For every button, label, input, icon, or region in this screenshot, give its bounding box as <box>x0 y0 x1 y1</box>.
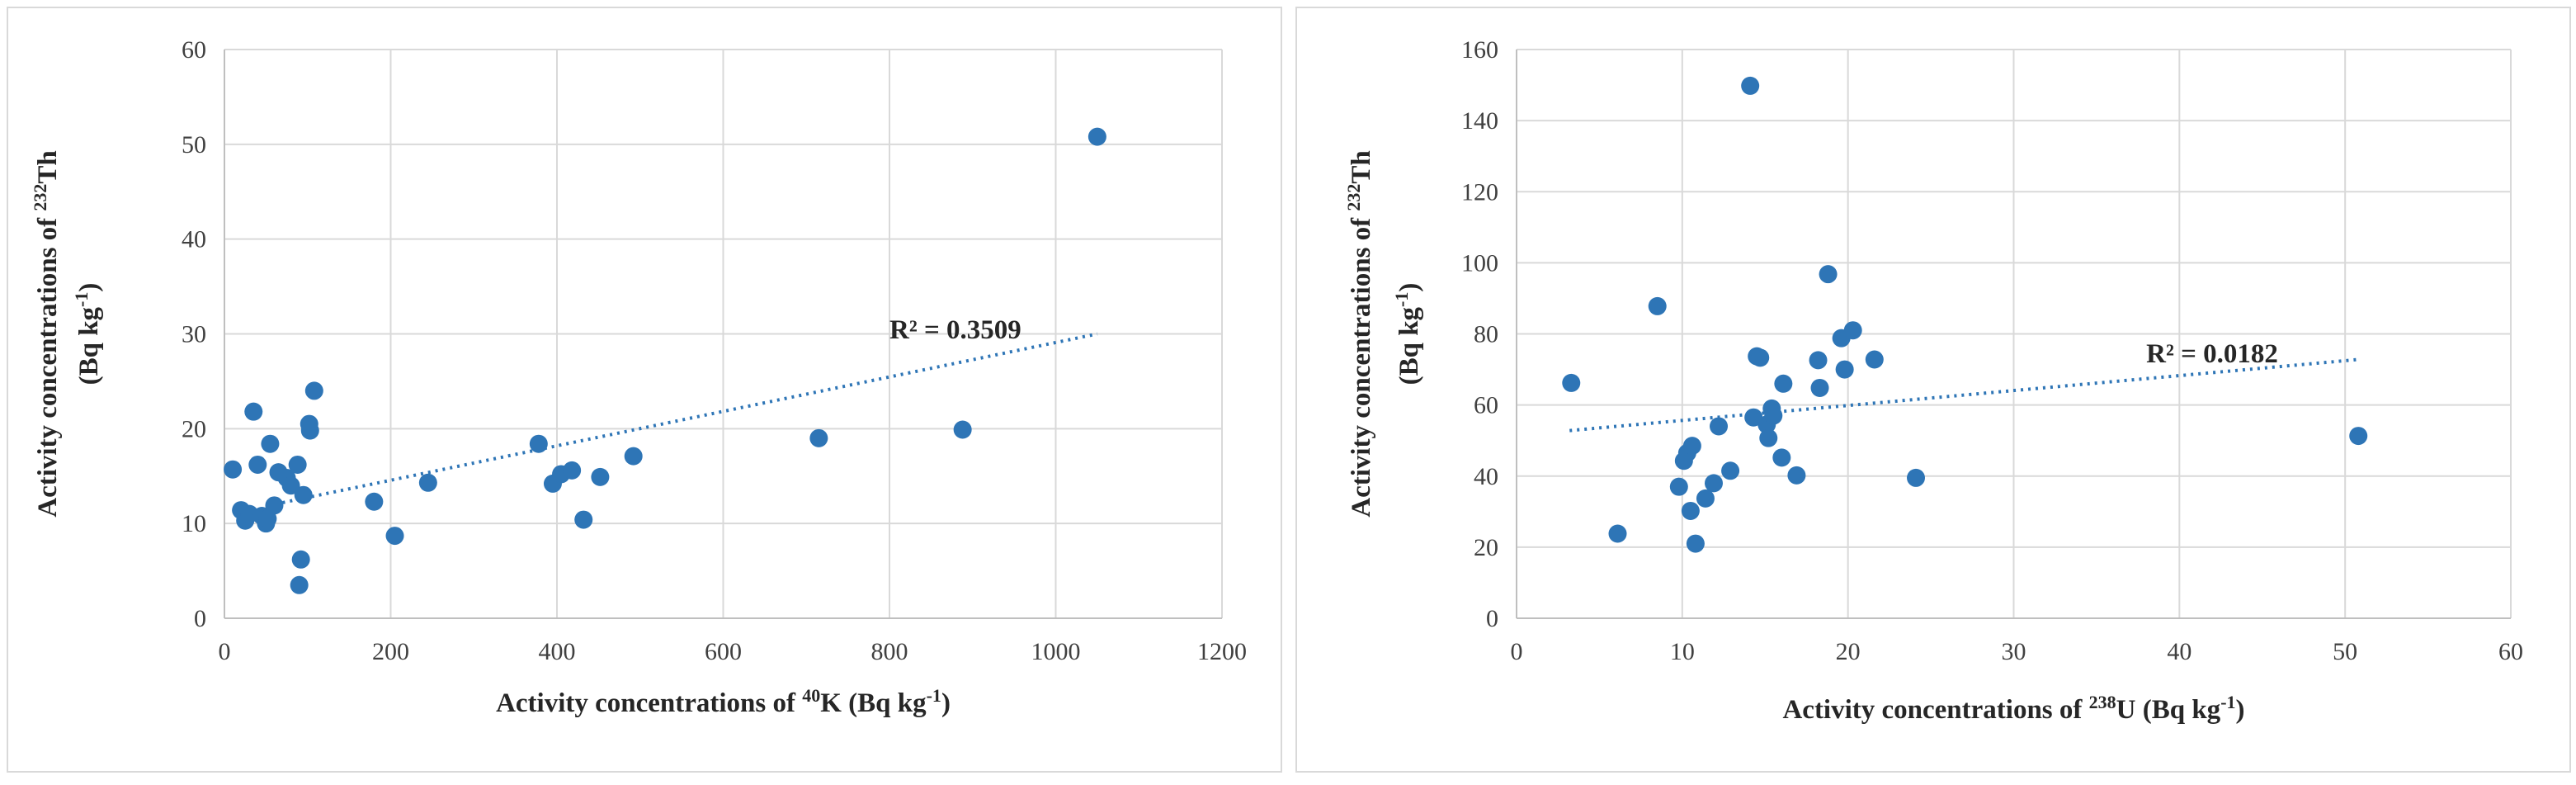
data-point <box>1907 468 1926 487</box>
trendline <box>282 332 1098 504</box>
data-point <box>1682 437 1701 456</box>
data-point <box>809 428 828 447</box>
x-tick-label: 200 <box>372 638 409 665</box>
x-tick-label: 1000 <box>1031 638 1081 665</box>
y-tick-label: 160 <box>1461 36 1498 64</box>
y-axis-title-line2: (Bq kg-1) <box>1391 283 1425 385</box>
data-point <box>1787 466 1806 485</box>
data-point <box>1648 296 1667 315</box>
data-point <box>563 461 582 480</box>
chart-panel-k40: 0 200 400 600 800 1000 1200 0 10 20 30 40 50 60 Activi… <box>7 7 1282 773</box>
data-point <box>1696 489 1715 508</box>
data-point <box>1721 461 1740 480</box>
data-point <box>624 447 643 466</box>
scatter-chart-k40: 0 200 400 600 800 1000 1200 0 10 20 30 40 50 60 Activi… <box>30 36 1248 719</box>
data-point <box>1751 348 1770 367</box>
y-axis-title-line2: (Bq kg-1) <box>71 283 105 385</box>
y-tick-label: 50 <box>182 131 206 158</box>
data-point <box>244 402 263 421</box>
y-tick-label: 20 <box>182 415 206 442</box>
data-point <box>1681 501 1700 520</box>
y-axis-title-line1: Activity concentrations of 232Th <box>30 150 64 518</box>
y-tick-label: 80 <box>1474 321 1498 348</box>
trendline <box>1569 357 2359 433</box>
chart-panel-u238: 0 10 20 30 40 50 60 0 20 40 60 80 100 120 140 160 Activi… <box>1295 7 2571 773</box>
data-point <box>265 496 284 515</box>
data-point <box>1865 350 1884 369</box>
data-point <box>418 473 437 492</box>
x-tick-label: 600 <box>705 638 742 665</box>
data-point <box>1087 127 1106 146</box>
y-tick-label: 60 <box>1474 392 1498 419</box>
x-axis-title: Activity concentrations of 238U (Bq kg-1… <box>1782 692 2244 726</box>
data-point <box>1835 360 1854 379</box>
y-tick-label: 20 <box>1474 534 1498 561</box>
scatter-chart-u238: 0 10 20 30 40 50 60 0 20 40 60 80 100 120 140 160 Activi… <box>1343 36 2524 726</box>
y-tick-label: 40 <box>182 226 206 253</box>
y-tick-label: 0 <box>1486 605 1498 632</box>
data-point <box>304 381 323 400</box>
x-tick-label: 20 <box>1836 638 1861 665</box>
data-point <box>1710 417 1729 436</box>
data-point <box>529 434 548 453</box>
data-point <box>1819 265 1838 284</box>
data-point <box>2349 427 2368 446</box>
y-axis-title-line1: Activity concentrations of 232Th <box>1343 150 1377 518</box>
r-squared-label: R² = 0.3509 <box>889 315 1021 345</box>
data-point <box>365 492 384 511</box>
data-point <box>1669 477 1688 496</box>
data-point <box>300 421 319 440</box>
y-tick-label: 40 <box>1474 463 1498 490</box>
y-tick-label: 30 <box>182 321 206 348</box>
y-tick-label: 0 <box>194 605 206 632</box>
data-point <box>1741 76 1760 95</box>
data-point <box>1759 428 1778 447</box>
y-tick-label: 100 <box>1461 249 1498 277</box>
data-point <box>1809 351 1828 370</box>
y-tick-label: 120 <box>1461 178 1498 206</box>
data-point <box>1772 448 1791 467</box>
data-point <box>288 455 307 474</box>
data-point <box>1843 321 1862 340</box>
data-point <box>591 467 610 486</box>
x-axis-title: Activity concentrations of 40K (Bq kg-1) <box>496 685 951 719</box>
data-point <box>574 510 593 529</box>
x-tick-label: 800 <box>871 638 908 665</box>
y-tick-label: 60 <box>182 36 206 64</box>
data-point <box>1704 474 1723 493</box>
data-point <box>1774 374 1793 393</box>
data-point <box>1608 524 1627 543</box>
data-point <box>1744 408 1763 427</box>
data-point <box>1764 406 1783 425</box>
x-tick-label: 30 <box>2002 638 2026 665</box>
data-point <box>281 476 300 495</box>
x-tick-label: 0 <box>1511 638 1523 665</box>
data-point <box>385 527 404 546</box>
data-point <box>953 420 972 439</box>
data-point <box>294 485 313 504</box>
data-point <box>1686 534 1705 553</box>
data-point <box>1562 373 1581 392</box>
x-tick-label: 1200 <box>1197 638 1247 665</box>
x-tick-label: 0 <box>219 638 231 665</box>
data-point <box>261 434 280 453</box>
data-point <box>290 575 309 594</box>
y-tick-label: 140 <box>1461 107 1498 135</box>
x-tick-label: 40 <box>2167 638 2191 665</box>
x-tick-label: 60 <box>2498 638 2523 665</box>
x-tick-label: 50 <box>2333 638 2357 665</box>
data-point <box>248 455 267 474</box>
x-tick-label: 10 <box>1670 638 1695 665</box>
data-point <box>291 550 310 569</box>
data-point <box>1810 378 1829 397</box>
r-squared-label: R² = 0.0182 <box>2146 339 2278 369</box>
y-tick-label: 10 <box>182 510 206 537</box>
data-point <box>224 460 243 479</box>
x-tick-label: 400 <box>539 638 576 665</box>
